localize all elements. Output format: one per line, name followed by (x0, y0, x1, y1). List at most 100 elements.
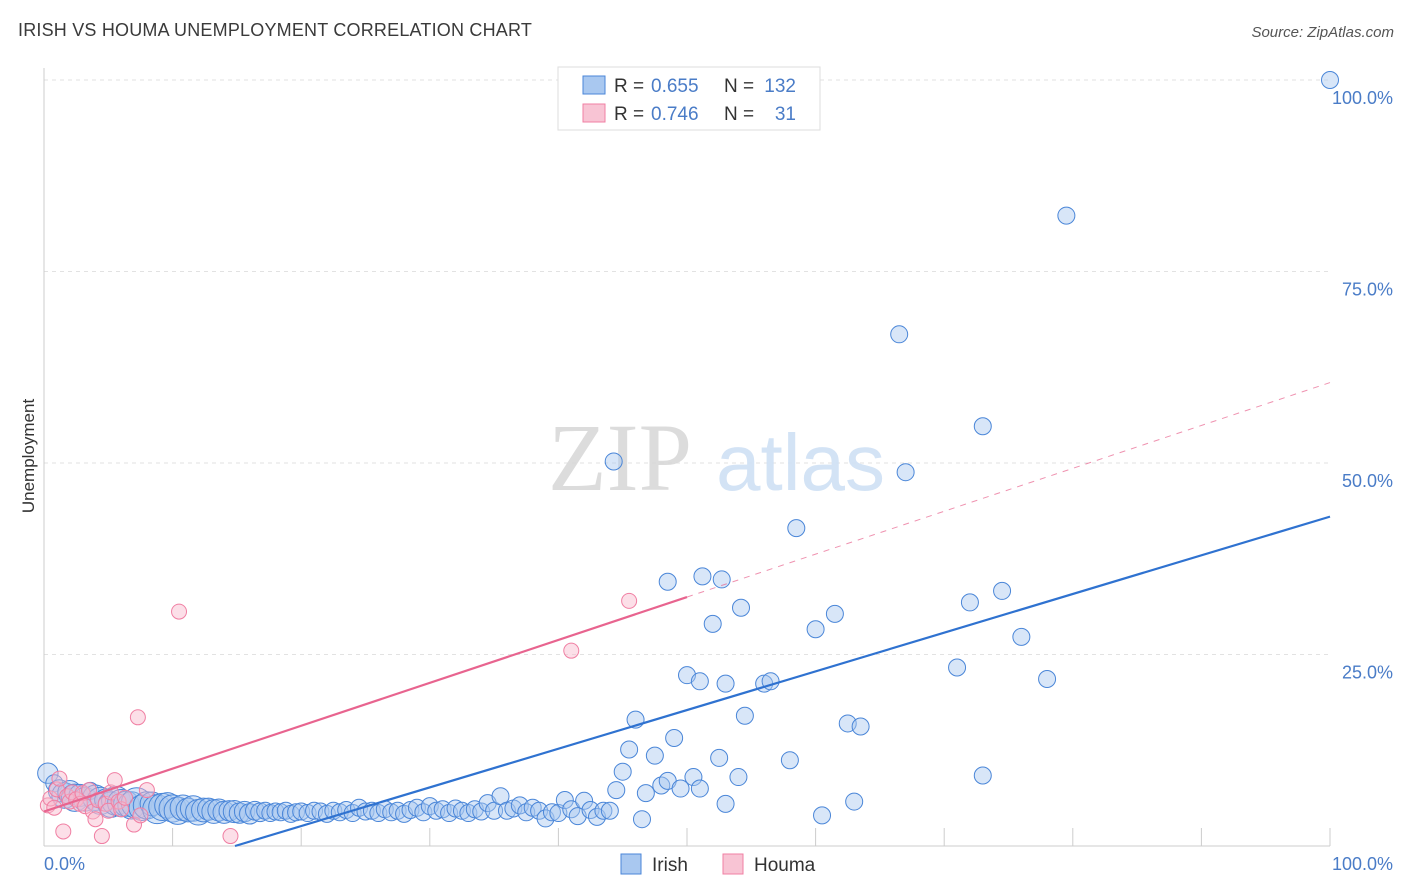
irish-point-134 (896, 463, 915, 482)
irish-point-67 (407, 798, 426, 817)
watermark-atlas: atlas (716, 418, 885, 507)
irish-point-111 (690, 779, 709, 798)
legend-swatch-irish (582, 75, 606, 95)
legend-houma-n-value: 31 (775, 104, 796, 125)
irish-point-122 (813, 806, 832, 825)
regression-lines (43, 382, 1331, 848)
irish-point-0 (37, 762, 59, 784)
legend: R = 0.655 N = 132 R = 0.746 N = 31 (557, 66, 821, 131)
houma-point-31 (563, 642, 580, 659)
irish-point-138 (973, 417, 992, 436)
irish-point-132 (604, 452, 623, 471)
bottom-legend-houma: Houma (754, 855, 816, 876)
irish-point-133 (890, 325, 909, 344)
irish-point-86 (530, 801, 549, 820)
irish-point-84 (517, 803, 536, 822)
irish-point-126 (851, 717, 870, 736)
y-tick-label-25: 25.0% (1342, 663, 1393, 683)
irish-point-97 (600, 801, 619, 820)
x-tick-label-0: 0.0% (44, 854, 85, 874)
irish-point-119 (780, 751, 799, 770)
irish-point-143 (1321, 71, 1339, 89)
legend-irish-r-value: 0.655 (651, 76, 699, 97)
irish-point-100 (620, 740, 639, 759)
legend-houma-n-label: N = (724, 104, 754, 125)
irish-point-112 (690, 672, 709, 691)
irish-point-27 (175, 797, 201, 823)
irish-point-102 (632, 810, 651, 829)
irish-point-91 (562, 800, 581, 819)
irish-point-121 (806, 620, 825, 639)
irish-regression-line (234, 515, 1331, 848)
irish-point-108 (671, 779, 690, 798)
legend-irish-n-value: 132 (764, 76, 796, 97)
irish-point-98 (607, 781, 626, 800)
irish-point-34 (212, 800, 236, 824)
houma-point-17 (93, 828, 110, 845)
legend-swatch-houma (582, 103, 606, 123)
x-axis-ticks (43, 828, 1331, 846)
irish-point-49 (292, 802, 311, 821)
irish-point-120 (787, 519, 806, 538)
irish-point-139 (993, 581, 1012, 600)
y-tick-label-100: 100.0% (1332, 88, 1393, 108)
houma-points (39, 592, 638, 845)
irish-point-94 (581, 800, 600, 819)
irish-point-113 (716, 674, 735, 693)
irish-point-99 (613, 762, 632, 781)
irish-point-110 (684, 768, 703, 787)
irish-point-31 (197, 797, 221, 821)
irish-point-88 (542, 803, 561, 822)
houma-regression-extension (686, 382, 1331, 598)
irish-point-32 (201, 799, 227, 824)
houma-point-24 (117, 789, 134, 806)
legend-houma-r-value: 0.746 (651, 104, 699, 125)
irish-point-104 (645, 746, 664, 765)
irish-point-129 (703, 614, 722, 633)
irish-point-141 (1038, 670, 1057, 689)
x-tick-label-1: 100.0% (1332, 854, 1393, 874)
houma-point-5 (55, 823, 72, 840)
irish-point-136 (973, 766, 992, 785)
houma-point-25 (126, 816, 143, 833)
irish-point-63 (382, 803, 401, 822)
houma-point-28 (138, 782, 155, 799)
bottom-legend-swatch-houma (722, 853, 744, 875)
houma-regression-line (43, 596, 688, 813)
y-axis-tick-labels: 25.0% 50.0% 75.0% 100.0% (1332, 88, 1393, 683)
houma-point-29 (171, 603, 188, 620)
legend-irish-n-label: N = (724, 76, 754, 97)
watermark-zip: ZIP (548, 404, 692, 511)
y-tick-label-75: 75.0% (1342, 280, 1393, 300)
grid (44, 79, 1330, 655)
irish-point-105 (652, 776, 671, 795)
irish-point-114 (710, 748, 729, 767)
irish-point-140 (1012, 627, 1031, 646)
irish-point-144 (716, 794, 735, 813)
bottom-legend-swatch-irish (620, 853, 642, 875)
irish-point-44 (266, 802, 285, 821)
y-axis-title: Unemployment (19, 399, 38, 514)
irish-point-137 (960, 593, 979, 612)
irish-point-39 (239, 803, 261, 825)
bottom-legend: Irish Houma (620, 853, 816, 876)
source-label: Source: ZipAtlas.com (1251, 24, 1394, 41)
irish-point-115 (729, 768, 748, 787)
irish-point-123 (825, 604, 844, 623)
irish-point-41 (250, 802, 270, 823)
irish-point-131 (732, 598, 751, 617)
y-tick-label-50: 50.0% (1342, 471, 1393, 491)
chart-title: IRISH VS HOUMA UNEMPLOYMENT CORRELATION … (18, 20, 533, 40)
houma-point-15 (87, 811, 104, 828)
irish-point-96 (594, 801, 613, 820)
irish-point-128 (693, 567, 712, 586)
houma-point-26 (132, 807, 149, 824)
bottom-legend-irish: Irish (652, 855, 688, 876)
irish-point-142 (1057, 206, 1076, 225)
houma-point-32 (621, 592, 638, 609)
legend-houma-r-label: R = (614, 104, 644, 125)
houma-point-19 (100, 802, 117, 819)
houma-point-1 (42, 790, 59, 807)
irish-point-135 (948, 658, 967, 677)
